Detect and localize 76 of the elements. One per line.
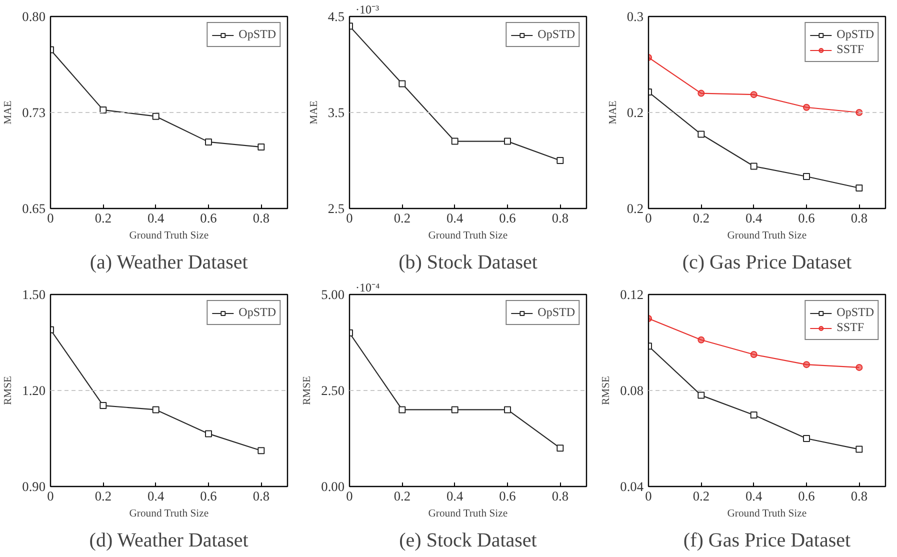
legend-label: OpSTD	[238, 27, 276, 42]
x-tick-label: 0.6	[200, 488, 218, 504]
x-tick-label: 0.8	[850, 488, 868, 504]
x-tick-label: 0	[645, 488, 652, 504]
y-tick-label: 0.2	[626, 105, 644, 120]
x-tick-label: 0.4	[446, 210, 464, 226]
x-tick-label: 0.6	[798, 488, 816, 504]
x-tick-label: 0.8	[552, 488, 569, 504]
x-tick-label: 0.8	[252, 488, 270, 504]
x-axis-title: Ground Truth Size	[727, 230, 807, 242]
x-tick-label: 0	[47, 488, 54, 504]
x-tick-label: 0.6	[499, 488, 516, 504]
y-axis-title: MAE	[308, 100, 320, 124]
y-tick-label: 2.50	[321, 383, 345, 398]
y-tick-label: 1.20	[22, 383, 46, 398]
y-axis-title: RMSE	[3, 376, 14, 406]
legend-label: OpSTD	[238, 305, 276, 320]
y-tick-label: 0.65	[22, 201, 46, 216]
y-tick-label: 2.5	[328, 201, 345, 216]
y-tick-label: 0.00	[321, 479, 345, 494]
annotation: ·10⁻³	[356, 2, 380, 16]
x-axis-title: Ground Truth Size	[727, 508, 807, 520]
annotation: ·10⁻⁴	[356, 280, 380, 294]
x-tick-label: 0.4	[446, 488, 464, 504]
text: (b) Stock Dataset	[398, 252, 538, 274]
y-axis-title: MAE	[3, 100, 14, 124]
x-tick-label: 0.2	[394, 488, 411, 504]
x-axis-title: Ground Truth Size	[129, 230, 209, 242]
y-axis-title: RMSE	[601, 376, 612, 406]
x-tick-label: 0.8	[552, 210, 569, 226]
y-tick-label: 0.12	[620, 287, 644, 302]
text: (e) Stock Dataset	[399, 530, 538, 552]
x-tick-label: 0.6	[499, 210, 516, 226]
legend-label: SSTF	[836, 42, 864, 57]
legend-label: SSTF	[836, 320, 864, 335]
x-axis-title: Ground Truth Size	[428, 230, 508, 242]
x-axis-title: Ground Truth Size	[428, 508, 508, 520]
legend-label: OpSTD	[538, 27, 575, 42]
x-tick-label: 0.6	[798, 210, 816, 226]
x-tick-label: 0	[346, 488, 354, 504]
legend-label: OpSTD	[836, 27, 874, 42]
x-tick-label: 0.2	[692, 210, 710, 226]
x-tick-label: 0	[645, 210, 652, 226]
x-tick-label: 0.4	[148, 210, 164, 226]
text: (a) Weather Dataset	[90, 252, 248, 274]
legend-label: OpSTD	[538, 305, 575, 320]
y-tick-label: 1.50	[22, 287, 46, 302]
y-axis-title: RMSE	[302, 376, 314, 406]
x-tick-label: 0	[47, 210, 54, 226]
x-tick-label: 0.4	[148, 488, 164, 504]
x-tick-label: 0.4	[746, 210, 762, 226]
y-tick-label: 4.5	[328, 9, 345, 24]
y-tick-label: 0.2	[626, 201, 644, 216]
y-axis-title: MAE	[608, 100, 619, 124]
x-tick-label: 0.8	[252, 210, 270, 226]
y-tick-label: 0.3	[626, 9, 644, 24]
x-tick-label: 0.6	[200, 210, 218, 226]
y-tick-label: 0.90	[22, 479, 46, 494]
x-tick-label: 0.2	[394, 210, 411, 226]
x-tick-label: 0.2	[94, 210, 112, 226]
y-tick-label: 0.73	[22, 105, 46, 120]
x-tick-label: 0.8	[850, 210, 868, 226]
y-tick-label: 5.00	[321, 287, 345, 302]
y-tick-label: 0.04	[620, 479, 644, 494]
x-tick-label: 0.4	[746, 488, 762, 504]
y-tick-label: 3.5	[328, 105, 345, 120]
text: (c) Gas Price Dataset	[682, 252, 852, 274]
legend-label: OpSTD	[836, 305, 874, 320]
text: (f) Gas Price Dataset	[683, 530, 852, 552]
y-tick-label: 0.80	[22, 9, 46, 24]
x-axis-title: Ground Truth Size	[129, 508, 209, 520]
text: (d) Weather Dataset	[89, 530, 249, 552]
y-tick-label: 0.08	[620, 383, 644, 398]
x-tick-label: 0.2	[94, 488, 112, 504]
x-tick-label: 0	[346, 210, 354, 226]
x-tick-label: 0.2	[692, 488, 710, 504]
